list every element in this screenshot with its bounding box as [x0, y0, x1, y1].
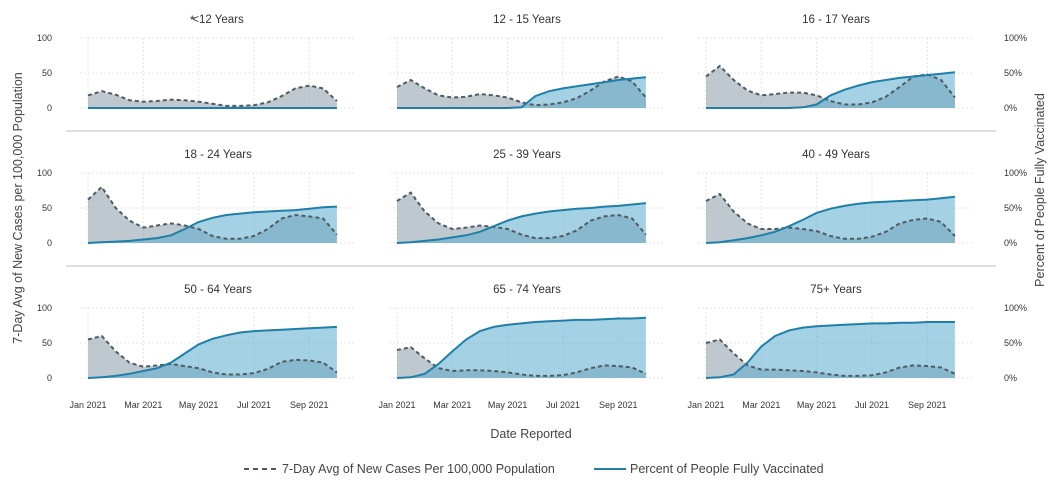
- vaccinated-area: [706, 72, 955, 108]
- legend-label-vaccinated: Percent of People Fully Vaccinated: [630, 462, 824, 476]
- x-tick-label: Jul 2021: [546, 400, 580, 410]
- y-left-tick-label: 50: [42, 68, 52, 78]
- panel-5: 25 - 39 Years: [389, 149, 665, 244]
- vaccinated-line: [705, 195, 956, 244]
- panel-9: 0% 50% 100% 75+ Years Jan 2021 Mar 2021 May 20…: [687, 284, 1027, 410]
- x-tick-label: May 2021: [797, 400, 837, 410]
- y-right-tick-label: 0%: [1004, 238, 1017, 248]
- panel-title: 50 - 64 Years: [184, 284, 252, 296]
- vaccinated-line: [87, 325, 337, 379]
- y-right-axis-title: Percent of People Fully Vaccinated: [1033, 93, 1047, 287]
- x-tick-label: Sep 2021: [599, 400, 638, 410]
- vaccinated-line: [705, 321, 955, 379]
- vaccinated-line: [706, 71, 956, 109]
- cases-line: [396, 191, 647, 240]
- y-left-tick-label: 100: [37, 168, 52, 178]
- y-right-tick-label: 50%: [1004, 338, 1022, 348]
- panel-1: 0 50 100 *<12 Years: [37, 14, 356, 113]
- vaccinated-line: [397, 76, 647, 109]
- y-right-tick-label: 50%: [1004, 68, 1022, 78]
- panel-title: 25 - 39 Years: [493, 149, 561, 161]
- y-right-tick-label: 0%: [1004, 373, 1017, 383]
- y-left-tick-label: 50: [42, 338, 52, 348]
- panel-3: 0% 50% 100% 16 - 17 Years: [698, 14, 1027, 113]
- y-right-tick-label: 0%: [1004, 103, 1017, 113]
- panel-2: 12 - 15 Years: [389, 14, 665, 109]
- x-tick-label: Jul 2021: [855, 400, 889, 410]
- vaccinated-line: [396, 316, 646, 379]
- y-left-tick-label: 0: [47, 103, 52, 113]
- y-right-tick-label: 100%: [1004, 303, 1027, 313]
- x-tick-label: Mar 2021: [742, 400, 780, 410]
- vaccinated-area: [88, 206, 337, 243]
- y-right-tick-label: 100%: [1004, 33, 1027, 43]
- panel-4: 0 50 100 18 - 24 Years: [37, 149, 356, 248]
- x-tick-label: Jan 2021: [69, 400, 106, 410]
- panel-title: <12 Years: [192, 14, 244, 26]
- vaccinated-area: [397, 203, 646, 243]
- vaccinated-area: [88, 326, 337, 378]
- vaccinated-area: [397, 77, 646, 108]
- cases-line: [87, 84, 338, 107]
- vaccinated-area: [706, 196, 955, 243]
- x-tick-label: Sep 2021: [290, 400, 329, 410]
- panel-title: 12 - 15 Years: [493, 14, 561, 26]
- x-tick-label: Mar 2021: [433, 400, 471, 410]
- y-left-tick-label: 0: [47, 238, 52, 248]
- panel-title: 75+ Years: [810, 284, 862, 296]
- x-tick-label: Mar 2021: [124, 400, 162, 410]
- y-left-tick-label: 50: [42, 203, 52, 213]
- y-right-tick-label: 50%: [1004, 203, 1022, 213]
- panel-title: 40 - 49 Years: [802, 149, 870, 161]
- vaccinated-area: [397, 317, 646, 378]
- panel-7: 0 50 100 50 - 64 Years Jan 2021 Mar 2021 May 2…: [37, 284, 356, 410]
- legend: 7-Day Avg of New Cases Per 100,000 Popul…: [244, 462, 824, 476]
- cases-line: [87, 185, 338, 240]
- legend-label-cases: 7-Day Avg of New Cases Per 100,000 Popul…: [282, 462, 555, 476]
- vaccinated-area: [706, 322, 955, 378]
- cases-line: [87, 334, 338, 376]
- x-tick-label: May 2021: [179, 400, 219, 410]
- x-tick-label: Jan 2021: [687, 400, 724, 410]
- panel-title: 65 - 74 Years: [493, 284, 561, 296]
- panel-title: 16 - 17 Years: [802, 14, 870, 26]
- y-left-tick-label: 0: [47, 373, 52, 383]
- y-right-tick-label: 100%: [1004, 168, 1027, 178]
- y-left-axis-title: 7-Day Avg of New Cases per 100,000 Popul…: [11, 72, 25, 344]
- cases-area: [88, 85, 337, 108]
- panel-6: 0% 50% 100% 40 - 49 Years: [698, 149, 1027, 248]
- x-tick-label: Sep 2021: [908, 400, 947, 410]
- x-tick-label: Jul 2021: [237, 400, 271, 410]
- cases-line: [705, 192, 956, 240]
- panel-title: 18 - 24 Years: [184, 149, 252, 161]
- x-tick-label: May 2021: [488, 400, 528, 410]
- y-left-tick-label: 100: [37, 303, 52, 313]
- vaccinated-line: [87, 205, 337, 244]
- vaccinated-line: [396, 202, 647, 244]
- cases-line: [705, 338, 956, 377]
- x-axis-title: Date Reported: [490, 427, 571, 441]
- panel-8: 65 - 74 Years Jan 2021 Mar 2021 May 2021 Jul…: [378, 284, 665, 410]
- y-left-tick-label: 100: [37, 33, 52, 43]
- x-tick-label: Jan 2021: [378, 400, 415, 410]
- panel-title-marker: *: [190, 15, 195, 27]
